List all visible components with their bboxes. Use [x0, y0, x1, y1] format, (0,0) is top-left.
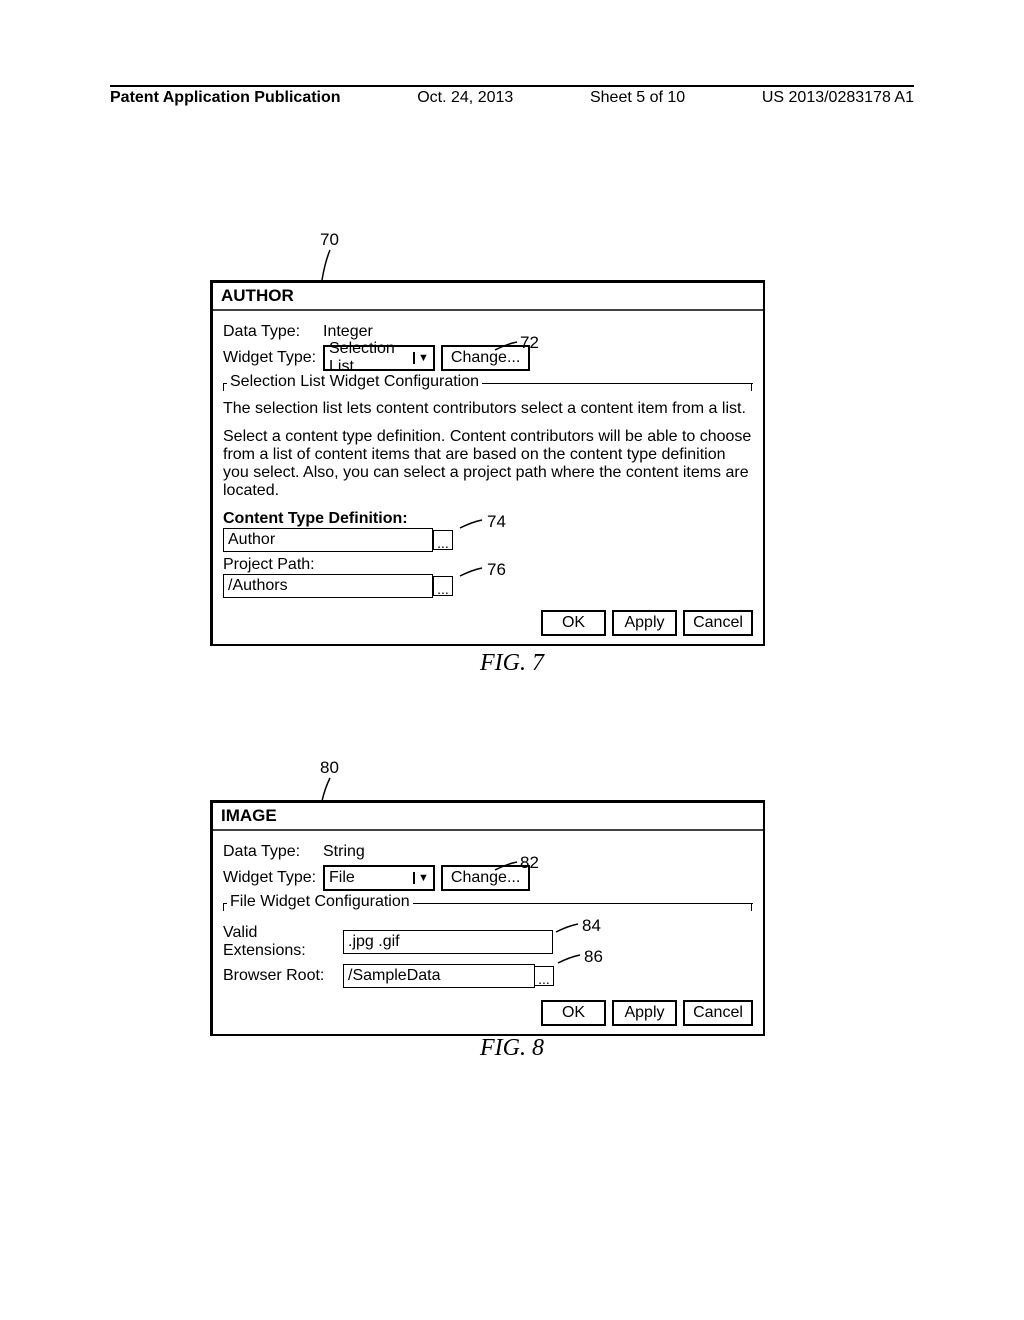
fig8-ref-82: 82 [520, 853, 539, 873]
cancel-button[interactable]: Cancel [683, 1000, 753, 1026]
header-date: Oct. 24, 2013 [417, 89, 513, 119]
header-left: Patent Application Publication [110, 89, 341, 119]
browse-button[interactable]: ... [433, 530, 453, 550]
apply-button[interactable]: Apply [612, 1000, 677, 1026]
widget-type-value: File [329, 869, 409, 887]
browse-button[interactable]: ... [433, 576, 453, 596]
ok-button[interactable]: OK [541, 610, 606, 636]
fieldset-legend: File Widget Configuration [227, 893, 413, 911]
widget-type-label: Widget Type: [223, 869, 323, 887]
fig7-ref-top: 70 [320, 230, 339, 250]
project-path-input[interactable]: /Authors [223, 574, 433, 598]
config-description-2: Select a content type definition. Conten… [223, 428, 753, 500]
browser-root-input[interactable]: /SampleData [343, 964, 535, 988]
fig8-ref-top: 80 [320, 758, 339, 778]
chevron-down-icon: ▼ [413, 872, 429, 884]
content-type-definition-input[interactable]: Author [223, 528, 433, 552]
file-widget-config-fieldset: File Widget Configuration Valid Extensio… [223, 903, 753, 988]
author-dialog: AUTHOR Data Type: Integer Widget Type: S… [210, 280, 765, 646]
header-sheet: Sheet 5 of 10 [590, 89, 685, 119]
widget-type-select[interactable]: File ▼ [323, 865, 435, 891]
fig8-caption: FIG. 8 [0, 1035, 1024, 1062]
fig7-ref-72: 72 [520, 333, 539, 353]
fig8-ref-86: 86 [584, 947, 603, 967]
browse-button[interactable]: ... [534, 966, 554, 986]
fieldset-legend: Selection List Widget Configuration [227, 373, 482, 391]
browser-root-label: Browser Root: [223, 967, 343, 985]
data-type-label: Data Type: [223, 323, 323, 341]
chevron-down-icon: ▼ [413, 352, 429, 364]
widget-type-value: Selection List [329, 340, 409, 376]
image-dialog-title: IMAGE [213, 803, 763, 831]
data-type-value: Integer [323, 323, 373, 341]
fig7-ref-76: 76 [487, 560, 506, 580]
cancel-button[interactable]: Cancel [683, 610, 753, 636]
page-header: Patent Application Publication Oct. 24, … [110, 85, 914, 119]
widget-type-select[interactable]: Selection List ▼ [323, 345, 435, 371]
apply-button[interactable]: Apply [612, 610, 677, 636]
image-dialog: IMAGE Data Type: String Widget Type: Fil… [210, 800, 765, 1036]
header-pubno: US 2013/0283178 A1 [762, 89, 914, 119]
fig8-ref-84: 84 [582, 916, 601, 936]
valid-extensions-input[interactable]: .jpg .gif [343, 930, 553, 954]
valid-extensions-label: Valid Extensions: [223, 924, 343, 960]
author-dialog-title: AUTHOR [213, 283, 763, 311]
data-type-label: Data Type: [223, 843, 323, 861]
data-type-value: String [323, 843, 365, 861]
fig7-caption: FIG. 7 [0, 650, 1024, 677]
config-description-1: The selection list lets content contribu… [223, 400, 753, 418]
fig7-ref-74: 74 [487, 512, 506, 532]
ok-button[interactable]: OK [541, 1000, 606, 1026]
widget-type-label: Widget Type: [223, 349, 323, 367]
